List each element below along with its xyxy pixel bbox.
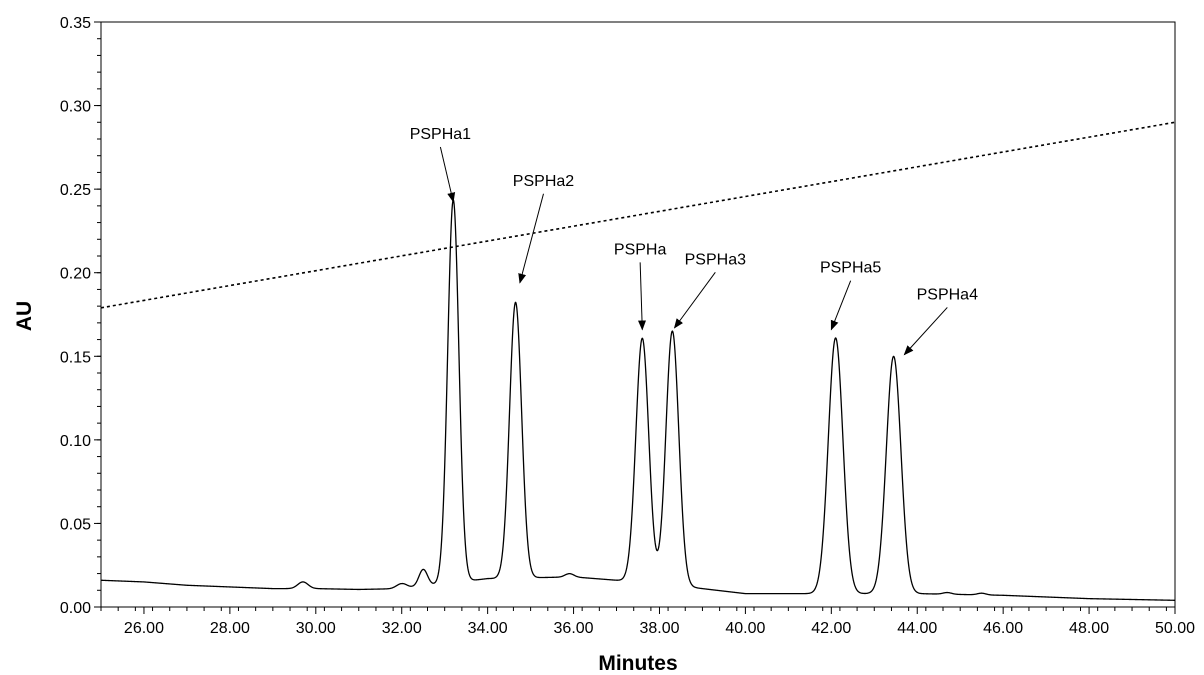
- peak-arrow: [830, 280, 852, 331]
- x-tick-label: 36.00: [554, 620, 594, 637]
- peak-label: PSPHa5: [820, 260, 881, 277]
- y-tick-label: 0.20: [60, 266, 91, 283]
- y-tick-label: 0.10: [60, 433, 91, 450]
- peak-arrow: [903, 307, 948, 356]
- y-tick-label: 0.15: [60, 349, 91, 366]
- y-tick-label: 0.05: [60, 516, 91, 533]
- x-tick-label: 40.00: [725, 620, 765, 637]
- plot-area: [100, 21, 1176, 608]
- peak-arrow: [518, 193, 544, 284]
- absorbance-trace-line: [101, 199, 1175, 601]
- x-tick-label: 46.00: [983, 620, 1023, 637]
- x-major-ticks: 26.00 28.00 30.00 32.00 34.00 36.00 38.00 40.00…: [124, 607, 1195, 637]
- peak-arrow: [439, 146, 456, 203]
- y-tick-label: 0.25: [60, 182, 91, 199]
- x-tick-label: 50.00: [1155, 620, 1195, 637]
- x-tick-label: 28.00: [210, 620, 250, 637]
- gradient-dotted-line: [101, 121, 1175, 309]
- y-tick-label: 0.35: [60, 15, 91, 32]
- peak-label: PSPHa4: [917, 286, 978, 303]
- x-tick-label: 32.00: [382, 620, 422, 637]
- y-tick-label: 0.00: [60, 600, 91, 617]
- x-tick-label: 30.00: [296, 620, 336, 637]
- x-tick-label: 38.00: [639, 620, 679, 637]
- y-tick-label: 0.30: [60, 99, 91, 116]
- peak-label: PSPHa2: [513, 173, 574, 190]
- peak-label: PSPHa: [614, 241, 667, 258]
- x-minor-ticks: [100, 607, 1167, 611]
- x-tick-label: 44.00: [897, 620, 937, 637]
- x-tick-label: 42.00: [811, 620, 851, 637]
- x-tick-label: 48.00: [1069, 620, 1109, 637]
- peak-arrow: [638, 262, 647, 331]
- y-major-ticks: 0.00 0.05 0.10 0.15 0.20 0.25 0.30 0.35: [60, 15, 101, 617]
- x-axis-title: Minutes: [598, 652, 677, 675]
- peak-annotations: PSPHa1 PSPHa2 PSPHa PSPHa3 PSPHa5 PSPHa4: [410, 126, 978, 356]
- peak-label: PSPHa3: [685, 251, 746, 268]
- x-tick-label: 34.00: [468, 620, 508, 637]
- peak-label: PSPHa1: [410, 126, 471, 143]
- y-minor-ticks: [97, 21, 101, 608]
- x-tick-label: 26.00: [124, 620, 164, 637]
- y-axis-title: AU: [13, 301, 36, 331]
- peak-arrow: [673, 272, 716, 329]
